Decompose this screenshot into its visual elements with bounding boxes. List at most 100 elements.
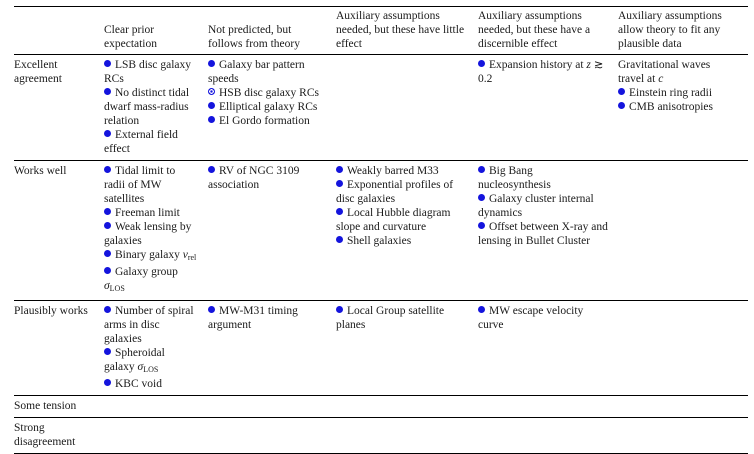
- filled-dot-icon: [478, 194, 485, 201]
- filled-dot-icon: [336, 306, 343, 313]
- evidence-item: Galaxy cluster internal dynamics: [478, 192, 608, 220]
- filled-dot-icon: [336, 180, 343, 187]
- evidence-item: Weak lensing by galaxies: [104, 220, 198, 248]
- column-header-clear-prior: Clear prior expectation: [104, 6, 208, 55]
- evidence-item-text: v: [182, 249, 188, 261]
- evidence-item-text: Shell galaxies: [347, 235, 412, 247]
- table-cell: Number of spiral arms in disc galaxies Sp…: [104, 300, 208, 396]
- evidence-item-text: HSB disc galaxy RCs: [219, 87, 319, 99]
- evidence-item-text: Binary galaxy: [115, 249, 183, 261]
- column-header-aux-little-effect: Auxiliary assumptions needed, but these …: [336, 6, 478, 55]
- evidence-item-text: z: [586, 59, 591, 71]
- filled-dot-icon: [104, 267, 111, 274]
- table-cell: Expansion history at z ≳ 0.2: [478, 54, 618, 161]
- evidence-item: Spheroidal galaxy σLOS: [104, 346, 198, 377]
- table-cell: RV of NGC 3109 association: [208, 160, 336, 301]
- table-row-works-well: Works well Tidal limit to radii of MW sa…: [14, 160, 748, 301]
- table-row-some-tension: Some tension: [14, 395, 748, 418]
- row-label: Works well: [14, 160, 104, 301]
- table-cell: [104, 395, 208, 418]
- table-row-plausibly-works: Plausibly works Number of spiral arms in…: [14, 300, 748, 396]
- evidence-item: Elliptical galaxy RCs: [208, 100, 326, 114]
- evidence-item-text: Local Hubble diagram slope and curvature: [336, 207, 451, 233]
- column-header-aux-discernible-effect: Auxiliary assumptions needed, but these …: [478, 6, 618, 55]
- evidence-item-text: σ: [137, 361, 144, 373]
- evidence-item-text: σ: [104, 280, 110, 292]
- table-cell: Big Bang nucleosynthesis Galaxy cluster i…: [478, 160, 618, 301]
- filled-dot-icon: [104, 130, 111, 137]
- filled-dot-icon: [104, 250, 111, 257]
- evidence-item-text: MW-M31 timing argument: [208, 305, 298, 331]
- filled-dot-icon: [104, 166, 111, 173]
- filled-dot-icon: [336, 166, 343, 173]
- evidence-item-text: LOS: [109, 284, 125, 293]
- table-cell: [618, 395, 748, 418]
- evidence-item: LSB disc galaxy RCs: [104, 58, 198, 86]
- filled-dot-icon: [208, 166, 215, 173]
- evidence-item: External field effect: [104, 128, 198, 156]
- evidence-item-text: No distinct tidal dwarf mass-radius rela…: [104, 87, 190, 127]
- evidence-item: KBC void: [104, 377, 198, 391]
- table-cell: Local Group satellite planes: [336, 300, 478, 396]
- evidence-item: Einstein ring radii: [618, 86, 738, 100]
- table-row-excellent-agreement: Excellent agreement LSB disc galaxy RCs N…: [14, 54, 748, 161]
- table-row-strong-disagreement: Strong disagreement: [14, 417, 748, 454]
- evidence-item: RV of NGC 3109 association: [208, 164, 326, 192]
- evidence-item: Expansion history at z ≳ 0.2: [478, 58, 608, 86]
- table-cell: MW escape velocity curve: [478, 300, 618, 396]
- evidence-item-text: ≳ 0.2: [478, 59, 604, 85]
- evidence-assessment-table: Clear prior expectation Not predicted, b…: [14, 6, 748, 454]
- evidence-item-text: Galaxy cluster internal dynamics: [478, 193, 594, 219]
- evidence-item-text: rel: [187, 253, 197, 262]
- filled-dot-icon: [618, 102, 625, 109]
- evidence-item: Big Bang nucleosynthesis: [478, 164, 608, 192]
- row-label: Strong disagreement: [14, 417, 104, 454]
- evidence-item-text: LSB disc galaxy RCs: [104, 59, 192, 85]
- evidence-item: Local Hubble diagram slope and curvature: [336, 206, 468, 234]
- evidence-item-text: Big Bang nucleosynthesis: [478, 165, 551, 191]
- row-label: Plausibly works: [14, 300, 104, 396]
- filled-dot-icon: [208, 116, 215, 123]
- table-cell: Weakly barred M33 Exponential profiles of…: [336, 160, 478, 301]
- filled-dot-icon: [478, 222, 485, 229]
- filled-dot-icon: [336, 236, 343, 243]
- table-header: Clear prior expectation Not predicted, b…: [14, 6, 748, 55]
- table-cell: [104, 417, 208, 454]
- evidence-item-text: Gravitational waves travel at: [618, 59, 711, 85]
- evidence-item-text: El Gordo formation: [219, 115, 310, 127]
- evidence-item: Gravitational waves travel at c: [618, 58, 738, 86]
- filled-dot-icon: [104, 379, 111, 386]
- filled-dot-icon: [104, 88, 111, 95]
- evidence-item: Exponential profiles of disc galaxies: [336, 178, 468, 206]
- evidence-item-text: Offset between X-ray and lensing in Bull…: [478, 221, 608, 247]
- filled-dot-icon: [104, 306, 111, 313]
- table-cell: LSB disc galaxy RCs No distinct tidal dwa…: [104, 54, 208, 161]
- evidence-item: Local Group satellite planes: [336, 304, 468, 332]
- evidence-item-text: Expansion history at: [489, 59, 587, 71]
- table-cell: [618, 417, 748, 454]
- table-cell: [336, 417, 478, 454]
- table-cell: [478, 395, 618, 418]
- evidence-item: MW escape velocity curve: [478, 304, 608, 332]
- filled-dot-icon: [618, 88, 625, 95]
- evidence-item-text: External field effect: [104, 129, 178, 155]
- evidence-item: MW-M31 timing argument: [208, 304, 326, 332]
- table-cell: [618, 300, 748, 396]
- evidence-item: No distinct tidal dwarf mass-radius rela…: [104, 86, 198, 128]
- filled-dot-icon: [478, 60, 485, 67]
- evidence-item-text: Einstein ring radii: [629, 87, 713, 99]
- evidence-item: Weakly barred M33: [336, 164, 468, 178]
- table-cell: MW-M31 timing argument: [208, 300, 336, 396]
- evidence-item-text: Number of spiral arms in disc galaxies: [104, 305, 194, 345]
- evidence-item: Galaxy bar pattern speeds: [208, 58, 326, 86]
- evidence-item-text: Galaxy bar pattern speeds: [208, 59, 305, 85]
- circled-dot-icon: [208, 88, 215, 95]
- table-cell: Tidal limit to radii of MW satellites Fre…: [104, 160, 208, 301]
- evidence-item-text: KBC void: [115, 378, 162, 390]
- evidence-item-text: Spheroidal galaxy: [104, 347, 165, 373]
- table-cell: [618, 160, 748, 301]
- evidence-item-text: Tidal limit to radii of MW satellites: [104, 165, 176, 205]
- filled-dot-icon: [208, 60, 215, 67]
- table-cell: [336, 54, 478, 161]
